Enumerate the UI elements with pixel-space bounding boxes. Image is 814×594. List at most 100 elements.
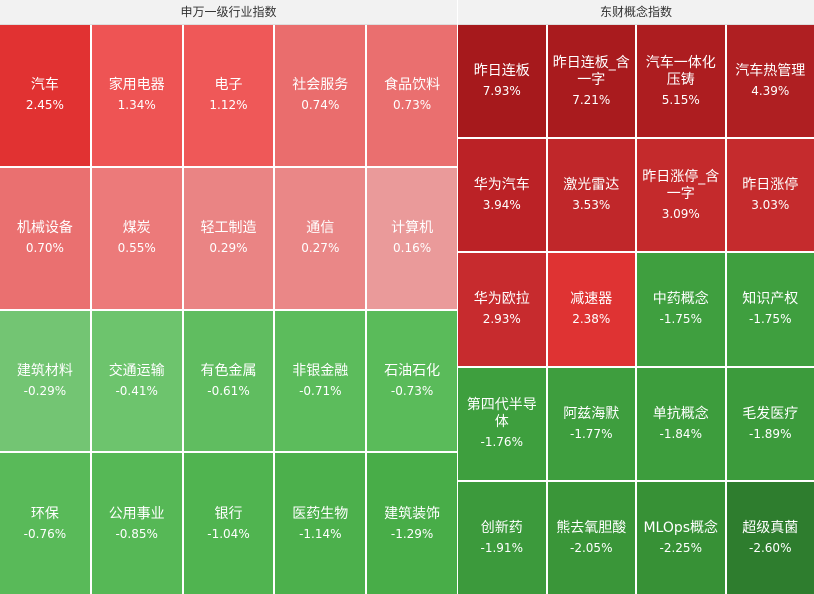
tile-name: 建筑材料: [16, 362, 73, 379]
heatmap-tile[interactable]: 煤炭 0.55%: [91, 167, 182, 309]
tile-name: 减速器: [570, 291, 613, 308]
heatmap-tile[interactable]: 银行 -1.04%: [183, 453, 274, 594]
tile-name: 社会服务: [292, 77, 349, 94]
heatmap-tile[interactable]: 汽车 2.45%: [0, 25, 90, 166]
tile-change-value: 2.38%: [572, 312, 611, 327]
heatmap-tile[interactable]: 毛发医疗 -1.89%: [726, 367, 814, 480]
tile-grid: 汽车 2.45% 家用电器 1.34% 电子 1.12% 社会服务 0.74% 食品饮料 0.73…: [0, 25, 457, 594]
heatmap-tile[interactable]: 医药生物 -1.14%: [275, 453, 366, 594]
tile-change-value: 3.94%: [482, 198, 521, 213]
heatmap-tile[interactable]: 华为汽车 3.94%: [458, 139, 546, 252]
heatmap-tile[interactable]: 社会服务 0.74%: [275, 25, 366, 166]
tile-name: 食品饮料: [384, 77, 441, 94]
tile-name: 知识产权: [742, 291, 799, 308]
tile-change-value: -1.84%: [659, 426, 702, 441]
tile-change-value: 0.55%: [117, 241, 156, 256]
sw-industry-heatmap: 申万一级行业指数 汽车 2.45% 家用电器 1.34% 电子 1.12% 社会服务 0.74…: [0, 0, 457, 594]
heatmap-tile[interactable]: 汽车热管理 4.39%: [726, 25, 814, 138]
tile-change-value: 3.09%: [661, 206, 700, 221]
tile-name: 家用电器: [108, 77, 165, 94]
heatmap-tile[interactable]: 激光雷达 3.53%: [547, 139, 635, 252]
heatmap-tile[interactable]: 建筑装饰 -1.29%: [367, 453, 457, 594]
tile-change-value: 0.27%: [301, 241, 340, 256]
tile-name: 通信: [306, 220, 335, 237]
tile-change-value: 7.93%: [482, 84, 521, 99]
tile-change-value: -0.85%: [115, 526, 158, 541]
heatmap-tile[interactable]: 单抗概念 -1.84%: [637, 367, 725, 480]
tile-change-value: -0.41%: [115, 383, 158, 398]
heatmap-tile[interactable]: 石油石化 -0.73%: [367, 310, 457, 452]
heatmap-tile[interactable]: 机械设备 0.70%: [0, 167, 90, 309]
tile-change-value: -0.61%: [207, 383, 250, 398]
tile-change-value: 4.39%: [751, 84, 790, 99]
heatmap-tile[interactable]: 超级真菌 -2.60%: [726, 481, 814, 594]
tile-change-value: -1.91%: [480, 540, 523, 555]
heatmap-tile[interactable]: 熊去氧胆酸 -2.05%: [547, 481, 635, 594]
tile-name: 汽车一体化压铸: [645, 54, 716, 88]
heatmap-tile[interactable]: 昨日涨停 3.03%: [726, 139, 814, 252]
heatmap-tile[interactable]: MLOps概念 -2.25%: [637, 481, 725, 594]
heatmap-tile[interactable]: 阿兹海默 -1.77%: [547, 367, 635, 480]
tile-change-value: 1.12%: [209, 98, 248, 113]
heatmap-tile[interactable]: 有色金属 -0.61%: [183, 310, 274, 452]
tile-name: 电子: [214, 77, 243, 94]
heatmap-tile[interactable]: 第四代半导体 -1.76%: [458, 367, 546, 480]
tile-change-value: -0.73%: [390, 383, 434, 398]
tile-change-value: 1.34%: [117, 98, 156, 113]
tile-name: 煤炭: [122, 220, 151, 237]
tile-name: 单抗概念: [652, 405, 709, 422]
tile-name: 汽车热管理: [735, 63, 806, 80]
heatmap-tile[interactable]: 食品饮料 0.73%: [367, 25, 457, 166]
tile-name: 公用事业: [108, 505, 165, 522]
tile-name: 建筑装饰: [384, 505, 441, 522]
tile-change-value: 2.45%: [25, 98, 64, 113]
heatmap-tile[interactable]: 昨日连板_含一字 7.21%: [547, 25, 635, 138]
tile-name: 昨日连板: [473, 63, 530, 80]
heatmap-tile[interactable]: 中药概念 -1.75%: [637, 253, 725, 366]
panel-title: 东财概念指数: [458, 0, 814, 25]
tile-change-value: -0.71%: [299, 383, 342, 398]
tile-name: 超级真菌: [742, 519, 799, 536]
tile-name: MLOps概念: [643, 519, 719, 536]
tile-change-value: -2.05%: [570, 540, 613, 555]
tile-change-value: -1.77%: [570, 426, 613, 441]
tile-change-value: 0.73%: [393, 98, 432, 113]
heatmap-tile[interactable]: 计算机 0.16%: [367, 167, 457, 309]
heatmap-tile[interactable]: 昨日涨停_含一字 3.09%: [637, 139, 725, 252]
tile-change-value: -1.04%: [207, 526, 250, 541]
tile-change-value: 0.16%: [393, 241, 432, 256]
tile-change-value: -1.89%: [749, 426, 792, 441]
tile-name: 激光雷达: [563, 177, 620, 194]
heatmap-tile[interactable]: 电子 1.12%: [183, 25, 274, 166]
tile-name: 华为欧拉: [473, 291, 530, 308]
tile-name: 环保: [30, 505, 59, 522]
heatmap-tile[interactable]: 创新药 -1.91%: [458, 481, 546, 594]
heatmap-tile[interactable]: 汽车一体化压铸 5.15%: [637, 25, 725, 138]
heatmap-tile[interactable]: 非银金融 -0.71%: [275, 310, 366, 452]
tile-name: 石油石化: [384, 362, 441, 379]
tile-name: 机械设备: [16, 220, 73, 237]
heatmap-tile[interactable]: 昨日连板 7.93%: [458, 25, 546, 138]
tile-name: 昨日连板_含一字: [552, 54, 630, 88]
heatmap-tile[interactable]: 知识产权 -1.75%: [726, 253, 814, 366]
tile-name: 创新药: [480, 519, 523, 536]
tile-change-value: -2.60%: [749, 540, 792, 555]
tile-name: 昨日涨停: [742, 177, 799, 194]
heatmap-tile[interactable]: 公用事业 -0.85%: [91, 453, 182, 594]
heatmap-tile[interactable]: 家用电器 1.34%: [91, 25, 182, 166]
heatmap-tile[interactable]: 建筑材料 -0.29%: [0, 310, 90, 452]
heatmap-tile[interactable]: 华为欧拉 2.93%: [458, 253, 546, 366]
heatmap-tile[interactable]: 轻工制造 0.29%: [183, 167, 274, 309]
tile-name: 阿兹海默: [563, 405, 620, 422]
tile-change-value: -2.25%: [659, 540, 702, 555]
tile-change-value: 0.74%: [301, 98, 340, 113]
tile-change-value: -1.76%: [480, 435, 523, 450]
heatmap-tile[interactable]: 减速器 2.38%: [547, 253, 635, 366]
heatmap-tile[interactable]: 交通运输 -0.41%: [91, 310, 182, 452]
tile-name: 熊去氧胆酸: [556, 519, 627, 536]
heatmap-tile[interactable]: 通信 0.27%: [275, 167, 366, 309]
heatmap-tile[interactable]: 环保 -0.76%: [0, 453, 90, 594]
tile-name: 医药生物: [292, 505, 349, 522]
tile-name: 毛发医疗: [742, 405, 799, 422]
tile-change-value: 5.15%: [661, 92, 700, 107]
